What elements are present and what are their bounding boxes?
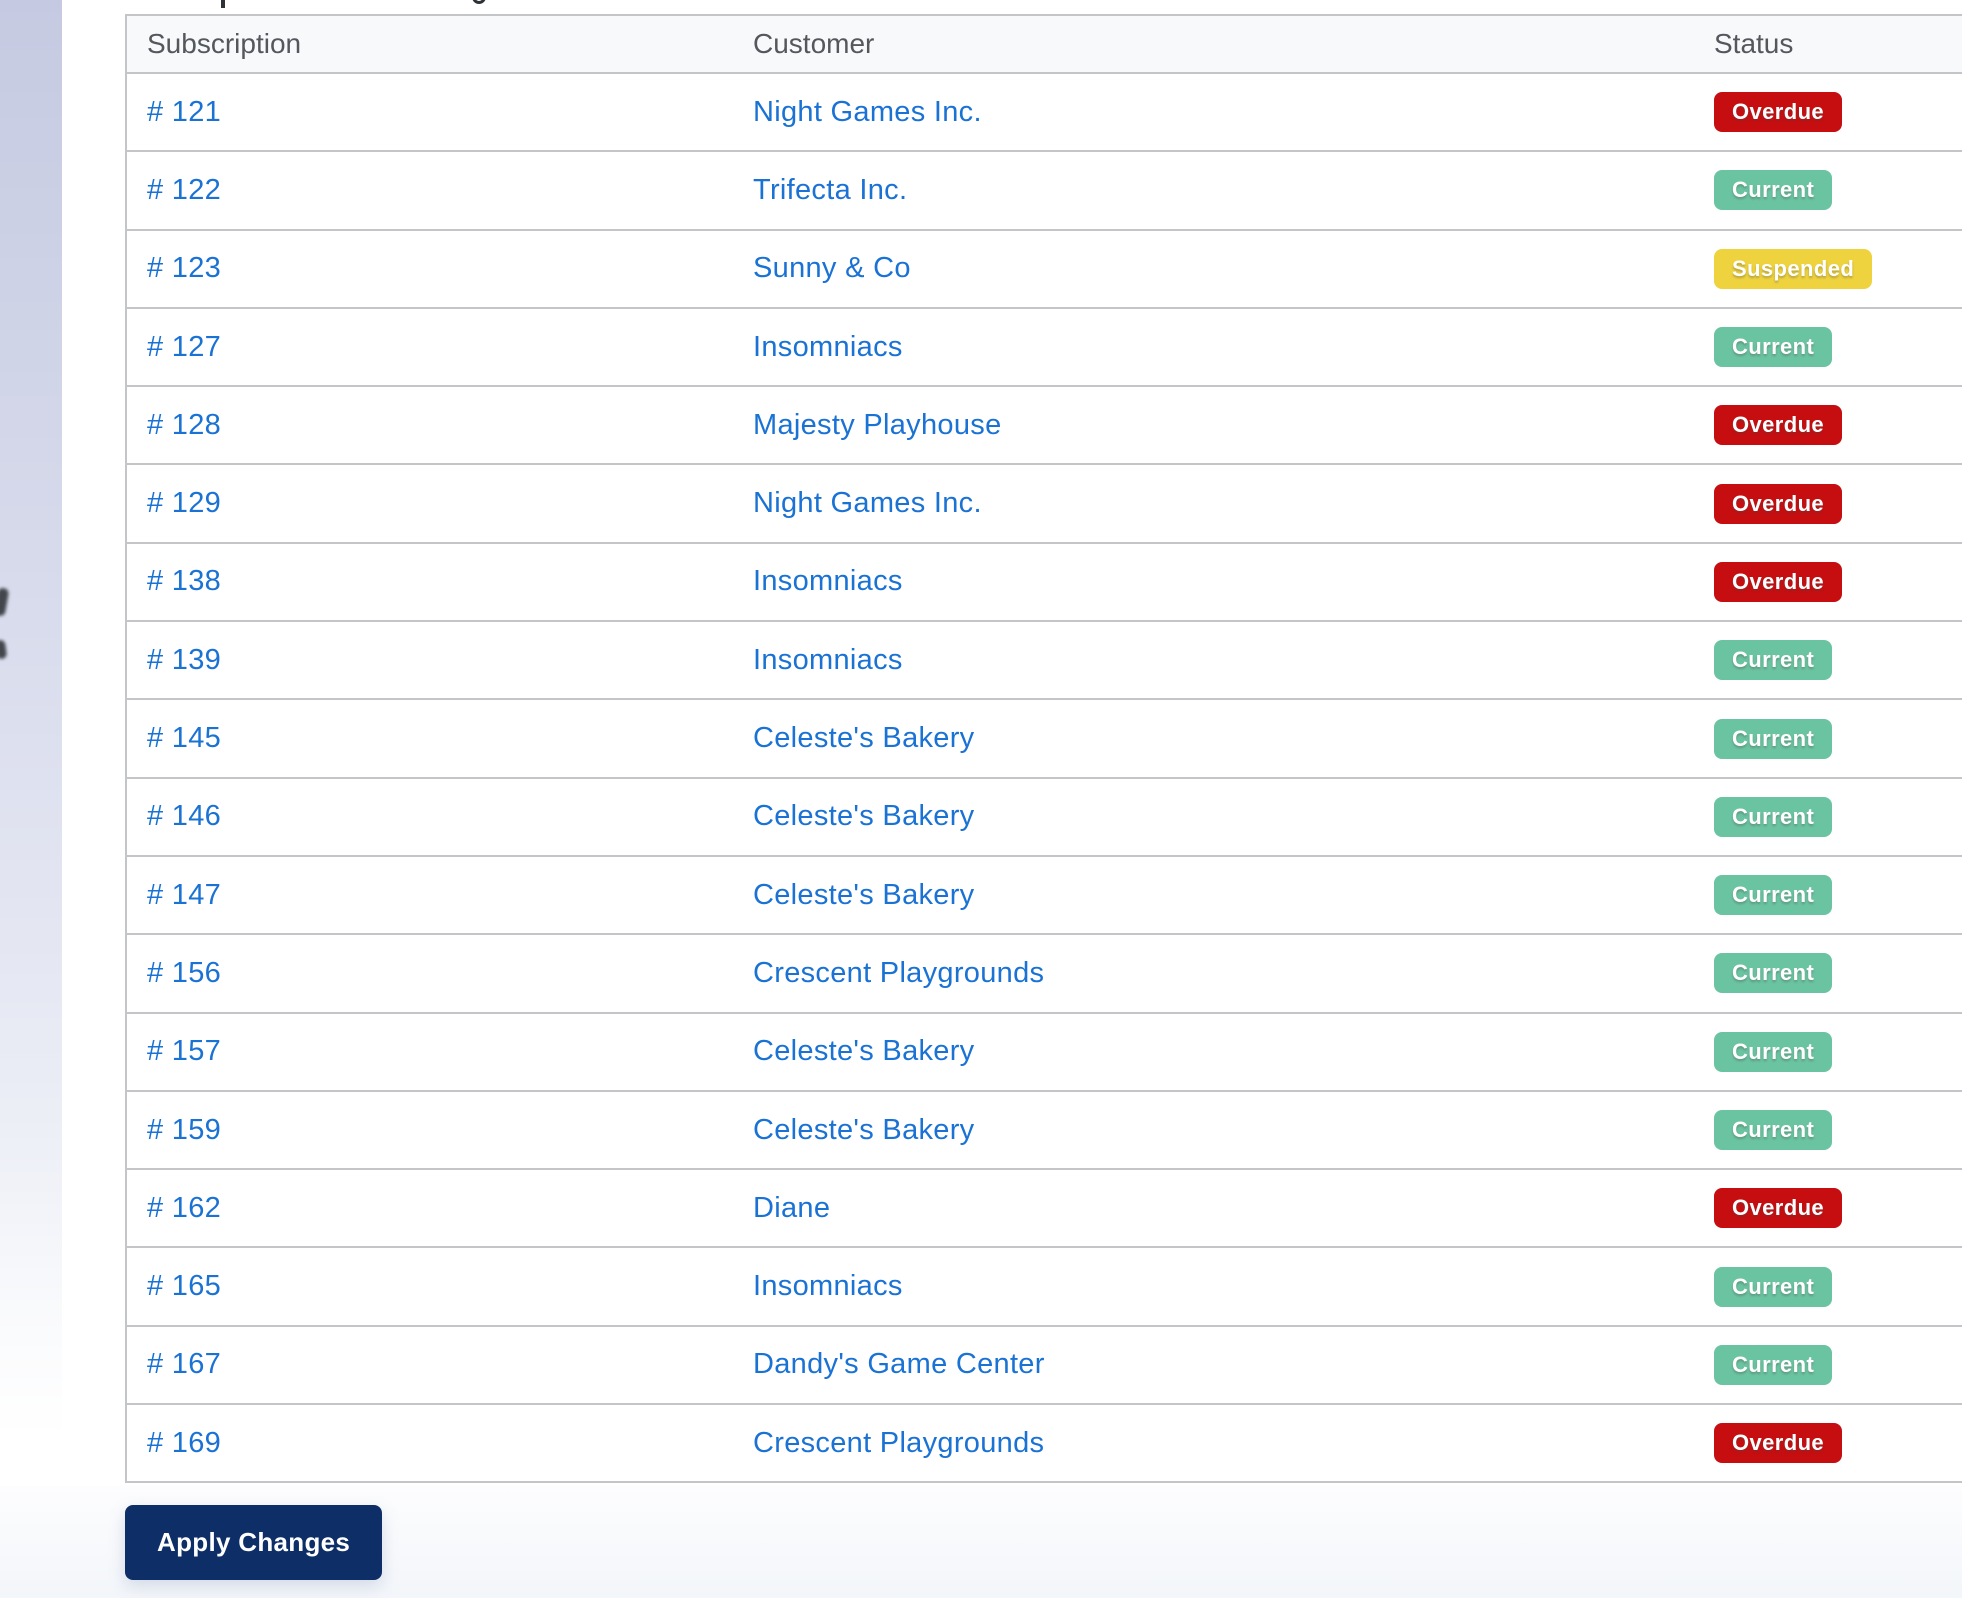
status-badge: Current	[1714, 796, 1833, 837]
subscription-link[interactable]: # 157	[147, 1035, 222, 1068]
customer-link[interactable]: Crescent Playgrounds	[753, 1426, 1045, 1459]
customer-link[interactable]: Night Games Inc.	[753, 487, 982, 520]
customer-link[interactable]: Celeste's Bakery	[753, 878, 975, 911]
table-row: # 138 Insomniacs Overdue	[126, 541, 1962, 623]
status-badge: Overdue	[1714, 405, 1843, 446]
subscription-link[interactable]: # 162	[147, 1191, 222, 1224]
status-badge: Current	[1714, 1110, 1833, 1150]
status-badge: Overdue	[1714, 1188, 1843, 1229]
col-header-customer: Customer	[753, 14, 1714, 74]
status-badge: Current	[1714, 875, 1833, 916]
status-badge: Suspended	[1714, 248, 1873, 289]
table-row: # 145 Celeste's Bakery Current	[126, 698, 1962, 779]
customer-link[interactable]: Night Games Inc.	[753, 95, 982, 128]
status-badge: Current	[1714, 170, 1833, 211]
customer-link[interactable]: Majesty Playhouse	[753, 408, 1002, 441]
customer-link[interactable]: Celeste's Bakery	[753, 722, 975, 755]
status-badge: Current	[1714, 1344, 1833, 1385]
status-badge: Current	[1714, 327, 1833, 368]
customer-link[interactable]: Diane	[753, 1191, 831, 1224]
table-row: # 129 Night Games Inc. Overdue	[126, 463, 1962, 544]
status-badge: Overdue	[1714, 561, 1843, 602]
table-row: # 169 Crescent Playgrounds Overdue	[126, 1403, 1962, 1484]
status-badge: Current	[1714, 953, 1833, 994]
subscription-link[interactable]: # 165	[147, 1270, 222, 1303]
customer-link[interactable]: Trifecta Inc.	[753, 173, 908, 206]
status-badge: Current	[1714, 1031, 1833, 1072]
subscription-link[interactable]: # 146	[147, 800, 222, 833]
left-sidebar-sliver	[0, 0, 62, 1598]
customer-link[interactable]: Dandy's Game Center	[753, 1348, 1045, 1381]
table-row: # 147 Celeste's Bakery Current	[126, 854, 1962, 936]
subscriptions-table: Subscription Customer Status # 121 Night…	[125, 14, 1962, 1484]
table-row: # 146 Celeste's Bakery Current	[126, 776, 1962, 857]
clipped-letter-descender	[221, 0, 225, 8]
subscription-link[interactable]: # 123	[147, 252, 222, 285]
subscription-link[interactable]: # 122	[147, 173, 222, 206]
subscription-link[interactable]: # 156	[147, 956, 222, 989]
sidebar-glyph-fragment	[0, 587, 10, 617]
customer-link[interactable]: Celeste's Bakery	[753, 800, 975, 833]
table-row: # 157 Celeste's Bakery Current	[126, 1011, 1962, 1092]
clipped-letter-descender	[472, 0, 486, 4]
table-header-row: Subscription Customer Status	[126, 14, 1962, 74]
table-row: # 123 Sunny & Co Suspended	[126, 228, 1962, 309]
customer-link[interactable]: Insomniacs	[753, 330, 903, 363]
table-row: # 165 Insomniacs Current	[126, 1246, 1962, 1327]
customer-link[interactable]: Insomniacs	[753, 643, 903, 676]
subscription-link[interactable]: # 138	[147, 565, 222, 598]
subscription-link[interactable]: # 139	[147, 643, 222, 676]
customer-link[interactable]: Celeste's Bakery	[753, 1113, 975, 1146]
customer-link[interactable]: Insomniacs	[753, 565, 903, 598]
subscription-link[interactable]: # 129	[147, 487, 222, 520]
table-row: # 139 Insomniacs Current	[126, 620, 1962, 701]
status-badge: Current	[1714, 1266, 1833, 1307]
table-row: # 122 Trifecta Inc. Current	[126, 150, 1962, 231]
subscription-link[interactable]: # 159	[147, 1113, 222, 1146]
subscription-link[interactable]: # 128	[147, 408, 222, 441]
subscription-link[interactable]: # 127	[147, 330, 222, 363]
customer-link[interactable]: Celeste's Bakery	[753, 1035, 975, 1068]
table-row: # 127 Insomniacs Current	[126, 306, 1962, 388]
col-header-status: Status	[1714, 14, 1962, 74]
table-row: # 167 Dandy's Game Center Current	[126, 1324, 1962, 1406]
col-header-subscription: Subscription	[126, 14, 753, 74]
subscription-link[interactable]: # 169	[147, 1426, 222, 1459]
apply-changes-button[interactable]: Apply Changes	[125, 1505, 383, 1580]
status-badge: Overdue	[1714, 1423, 1843, 1464]
table-row: # 156 Crescent Playgrounds Current	[126, 933, 1962, 1014]
subscription-link[interactable]: # 167	[147, 1348, 222, 1381]
customer-link[interactable]: Sunny & Co	[753, 252, 911, 285]
customer-link[interactable]: Crescent Playgrounds	[753, 956, 1045, 989]
sidebar-glyph-fragment	[0, 639, 8, 660]
table-row: # 121 Night Games Inc. Overdue	[126, 71, 1962, 153]
status-badge: Overdue	[1714, 483, 1843, 524]
subscription-link[interactable]: # 145	[147, 722, 222, 755]
table-body: # 121 Night Games Inc. Overdue # 122 Tri…	[126, 71, 1962, 1484]
status-badge: Current	[1714, 640, 1833, 681]
table-row: # 159 Celeste's Bakery Current	[126, 1089, 1962, 1171]
table-row: # 162 Diane Overdue	[126, 1168, 1962, 1249]
status-badge: Overdue	[1714, 92, 1843, 133]
customer-link[interactable]: Insomniacs	[753, 1270, 903, 1303]
subscription-link[interactable]: # 121	[147, 95, 222, 128]
status-badge: Current	[1714, 718, 1833, 759]
subscription-link[interactable]: # 147	[147, 878, 222, 911]
table-row: # 128 Majesty Playhouse Overdue	[126, 385, 1962, 466]
